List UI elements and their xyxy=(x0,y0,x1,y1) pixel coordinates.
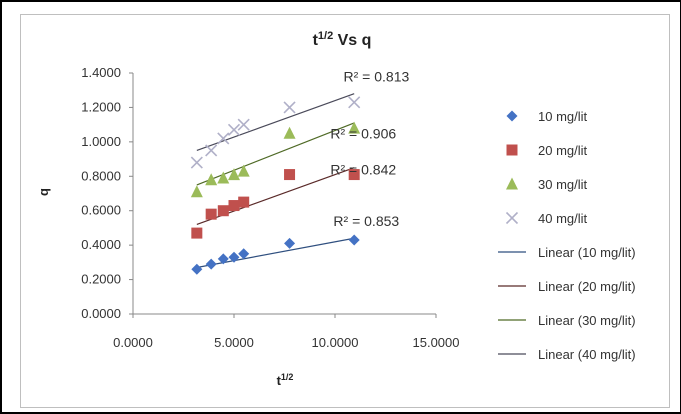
legend-label: 10 mg/lit xyxy=(538,109,588,124)
y-tick-label: 0.2000 xyxy=(81,272,121,287)
y-tick-label: 0.6000 xyxy=(81,203,121,218)
chart-area xyxy=(20,14,670,408)
data-point xyxy=(227,123,241,136)
data-point-stroke xyxy=(283,101,296,114)
legend-label: 20 mg/lit xyxy=(538,143,588,158)
r2-label: R² = 0.813 xyxy=(344,69,410,85)
chart-title-rest: Vs q xyxy=(333,32,371,49)
data-point xyxy=(228,168,240,181)
data-point xyxy=(348,234,360,246)
data-point xyxy=(238,248,250,260)
data-point xyxy=(237,164,250,177)
x-tick-label: 10.0000 xyxy=(312,335,359,350)
data-point xyxy=(205,208,217,220)
x-axis-title: t1/2 xyxy=(277,372,294,388)
legend-marker-stroke xyxy=(505,211,519,225)
data-point xyxy=(191,227,203,239)
data-point xyxy=(205,173,218,186)
legend-label: 30 mg/lit xyxy=(538,177,588,192)
chart-title-sup: 1/2 xyxy=(318,30,333,42)
data-point-stroke xyxy=(217,132,230,145)
data-point xyxy=(217,171,230,184)
data-point xyxy=(348,169,360,181)
data-point xyxy=(284,237,296,249)
data-point xyxy=(190,185,203,198)
y-tick-label: 0.0000 xyxy=(81,306,121,321)
y-tick-label: 1.4000 xyxy=(81,65,121,80)
x-tick-label: 5.0000 xyxy=(214,335,254,350)
legend-label: Linear (40 mg/lit) xyxy=(538,347,636,362)
trendline xyxy=(196,93,355,152)
data-point xyxy=(237,118,250,131)
r2-labels: R² = 0.853 R² = 0.842 R² = 0.906 R² = 0.813 xyxy=(330,69,409,230)
data-point-stroke xyxy=(348,96,361,109)
axes: 0.0000 0.2000 0.4000 0.6000 0.8000 1.0000 1.20… xyxy=(81,65,459,350)
data-point xyxy=(228,200,240,212)
data-point xyxy=(217,205,229,217)
data-point xyxy=(348,96,361,109)
data-point xyxy=(205,144,218,157)
r2-label: R² = 0.906 xyxy=(330,125,396,141)
y-tick-label: 1.2000 xyxy=(81,99,121,114)
legend-label: 40 mg/lit xyxy=(538,211,588,226)
data-point xyxy=(217,253,229,265)
data-markers xyxy=(190,96,361,275)
y-tick-label: 0.8000 xyxy=(81,168,121,183)
trendline xyxy=(196,237,355,269)
data-point xyxy=(238,196,250,208)
legend-label: Linear (30 mg/lit) xyxy=(538,313,636,328)
data-point-stroke xyxy=(190,156,203,169)
data-point xyxy=(217,132,230,145)
legend-marker xyxy=(506,144,518,156)
data-point xyxy=(283,126,296,139)
y-tick-label: 1.0000 xyxy=(81,134,121,149)
data-point xyxy=(348,121,361,134)
data-point-stroke xyxy=(237,118,250,131)
x-tick-label: 0.0000 xyxy=(113,335,153,350)
x-axis-title-sup: 1/2 xyxy=(281,372,294,382)
r2-label: R² = 0.842 xyxy=(330,162,396,178)
data-point xyxy=(205,258,217,270)
data-point xyxy=(284,169,296,181)
data-point xyxy=(283,101,296,114)
data-point-stroke xyxy=(205,144,218,157)
y-axis-title: q xyxy=(36,188,51,196)
legend-label: Linear (20 mg/lit) xyxy=(538,279,636,294)
data-point xyxy=(190,156,203,169)
legend-marker xyxy=(506,110,518,122)
data-point xyxy=(228,251,240,263)
data-point-stroke xyxy=(227,123,241,136)
r2-label: R² = 0.853 xyxy=(333,213,399,229)
data-point xyxy=(191,263,203,275)
x-tick-label: 15.0000 xyxy=(413,335,460,350)
legend-marker xyxy=(505,211,519,225)
y-tick-label: 0.4000 xyxy=(81,237,121,252)
x-axis-title-base: t xyxy=(277,373,282,388)
chart-title: t1/2 Vs q xyxy=(313,30,372,49)
legend-label: Linear (10 mg/lit) xyxy=(538,245,636,260)
legend: 10 mg/lit 20 mg/lit 30 mg/lit 40 mg/lit Line… xyxy=(498,109,636,362)
chart-title-base: t xyxy=(313,32,319,49)
legend-marker xyxy=(506,177,518,190)
